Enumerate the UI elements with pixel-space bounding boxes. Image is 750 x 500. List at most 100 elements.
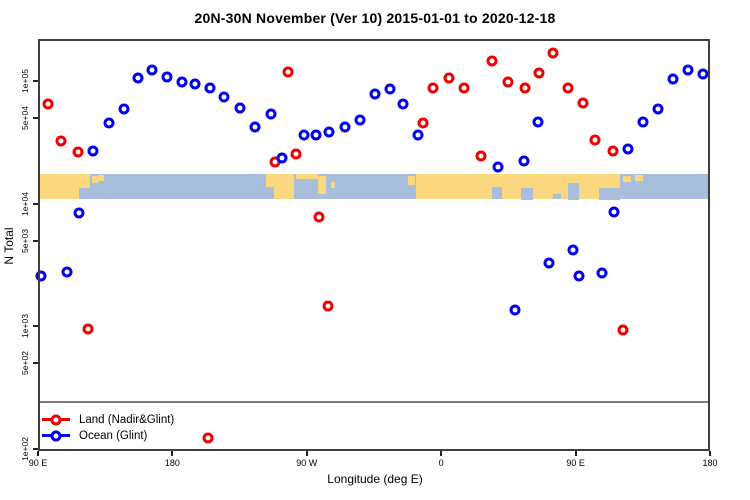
legend-label: Land (Nadir&Glint) [79,413,175,426]
land-data-point [502,76,514,88]
ocean-data-point [622,143,634,155]
y-tick-label: 1e+04 [20,191,30,216]
land-data-point [313,211,325,223]
ocean-data-point [608,206,620,218]
ocean-data-point [682,64,694,76]
ocean-data-point [234,102,246,114]
ocean-data-point [310,129,322,141]
ocean-data-point [73,207,85,219]
map-band-land [79,173,91,188]
ocean-data-point [667,73,679,85]
y-tick-mark [33,202,38,205]
land-data-point [519,82,531,93]
map-band-land [265,173,274,187]
ocean-data-point [276,152,288,164]
x-tick-label: 180 [164,458,180,468]
x-tick-mark [574,451,577,456]
x-tick-label: 0 [438,458,444,468]
land-data-point [443,72,455,84]
land-data-point [72,146,84,158]
land-data-point [562,82,574,93]
map-band-land [635,175,643,181]
y-tick-label: 1e+05 [20,69,30,93]
ocean-data-point [265,108,277,120]
y-tick-label: 1e+02 [20,436,30,461]
land-data-point [533,67,545,79]
reference-line [38,401,710,404]
y-tick-label: 5e+04 [20,105,30,130]
map-band-ocean-notch [521,187,534,200]
land-data-point [82,323,94,335]
ocean-data-point [532,116,544,128]
land-data-point [607,145,619,157]
ocean-data-point [176,76,188,88]
x-axis-title: Longitude (deg E) [327,472,423,486]
ocean-data-point [218,91,230,103]
open-circle-icon [50,430,62,441]
y-tick-mark [33,362,38,365]
ocean-data-point [354,114,365,126]
legend-item: Ocean (Glint) [42,428,174,443]
y-tick-label: 5e+02 [20,351,30,376]
land-data-point [617,324,629,336]
ocean-data-point [384,83,396,95]
ocean-data-point [697,68,709,80]
ocean-data-point [61,266,73,278]
map-band-ocean-notch [568,182,580,200]
x-tick-mark [709,451,711,456]
ocean-data-point [35,270,47,282]
ocean-data-point [249,121,261,133]
ocean-data-point [298,129,310,141]
map-band-land [38,173,80,200]
y-axis-title: N Total [2,227,16,265]
land-data-point [547,47,559,59]
land-data-point [290,148,302,160]
map-band-land [273,173,295,200]
y-tick-label: 1e+03 [20,314,30,339]
ocean-data-point [87,145,99,157]
ocean-data-point [397,98,409,110]
x-tick-mark [440,451,443,456]
land-data-point [55,135,67,147]
legend-label: Ocean (Glint) [79,429,148,442]
ocean-data-point [509,304,521,316]
legend-marker-icon [42,430,70,441]
ocean-data-point [339,121,351,133]
ocean-data-point [518,155,530,167]
map-band-ocean-notch [599,187,621,200]
chart-title: 20N-30N November (Ver 10) 2015-01-01 to … [194,10,556,26]
map-band-land [91,176,98,183]
land-data-point [577,97,589,109]
x-tick-label: 90 E [28,458,48,468]
map-band-land [330,181,336,188]
x-tick-label: 90 W [296,458,318,468]
map-band-land [623,176,631,182]
land-data-point [589,134,601,146]
y-tick-mark [33,239,38,242]
ocean-data-point [637,116,649,128]
legend-marker-icon [42,414,70,425]
legend: Land (Nadir&Glint) Ocean (Glint) [42,412,174,444]
legend-item: Land (Nadir&Glint) [42,412,174,427]
ocean-data-point [323,126,335,138]
ocean-data-point [369,88,381,100]
land-data-point [202,432,214,444]
ocean-data-point [573,270,585,282]
land-data-point [486,55,498,67]
map-band-land [98,175,104,181]
map-band-land [415,173,621,200]
map-band-ocean-notch [491,186,503,200]
x-tick-mark [37,451,39,456]
ocean-data-point [189,78,201,90]
y-tick-mark [33,325,38,328]
x-tick-label: 90 E [566,458,585,468]
ocean-data-point [132,72,144,84]
ocean-data-point [161,71,173,83]
land-data-point [282,66,294,78]
land-data-point [458,82,470,93]
ocean-data-point [492,161,504,173]
ocean-data-point [652,103,664,115]
land-data-point [417,117,429,129]
x-tick-mark [171,451,174,456]
